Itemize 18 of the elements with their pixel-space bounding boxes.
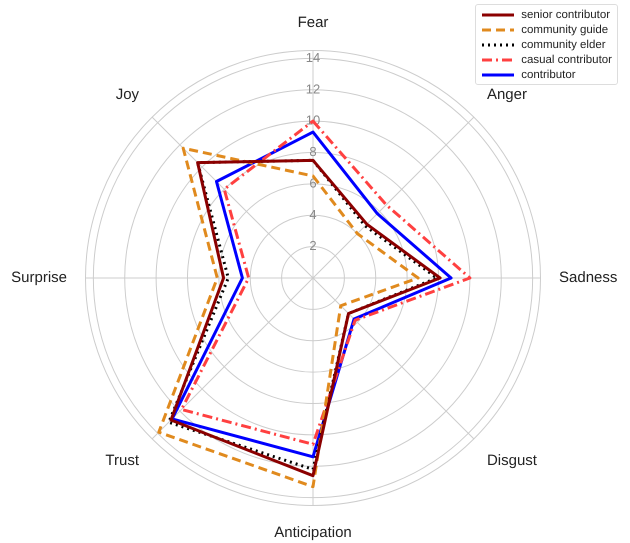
spoke-label: Sadness xyxy=(559,269,618,286)
y-tick-label: 14 xyxy=(306,50,320,65)
y-tick-label: 12 xyxy=(306,81,320,96)
legend-label: community elder xyxy=(521,38,606,50)
spoke-label: Disgust xyxy=(486,452,538,470)
spoke-label: Anger xyxy=(486,86,527,104)
legend-label: casual contributor xyxy=(521,54,612,66)
y-tick-label: 4 xyxy=(309,206,317,222)
legend-label: senior contributor xyxy=(521,8,610,20)
spoke-label: Trust xyxy=(105,452,140,470)
spoke-label: Anticipation xyxy=(274,524,352,542)
spoke-label: Joy xyxy=(116,86,140,104)
spoke-label: Surprise xyxy=(11,269,67,286)
legend-label: community guide xyxy=(521,24,608,36)
y-tick-label: 8 xyxy=(309,144,317,160)
spoke-label: Fear xyxy=(298,14,328,32)
legend-label: contributor xyxy=(521,68,576,80)
y-tick-label: 2 xyxy=(309,238,317,254)
